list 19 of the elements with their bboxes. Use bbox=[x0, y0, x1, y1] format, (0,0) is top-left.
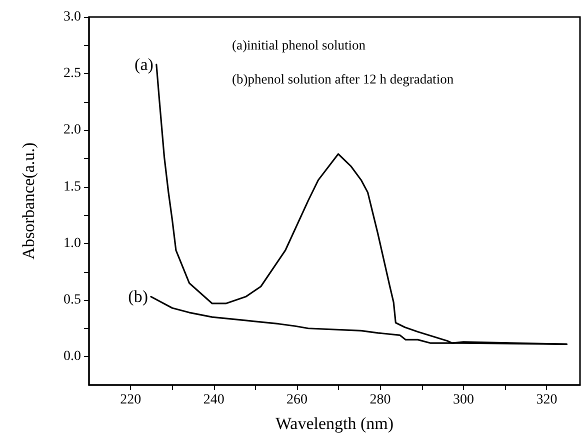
y-tick-label: 0.5 bbox=[64, 292, 81, 308]
y-tick-label: 1.5 bbox=[64, 179, 81, 194]
x-tick-label: 320 bbox=[536, 392, 558, 408]
annotation: (b) bbox=[128, 287, 148, 306]
y-tick-label: 0.0 bbox=[64, 349, 81, 364]
y-axis-title: Absorbance(a.u.) bbox=[19, 142, 38, 260]
x-tick-label: 240 bbox=[203, 392, 224, 408]
annotation: (b)phenol solution after 12 h degradation bbox=[232, 72, 454, 86]
y-tick-label: 1.0 bbox=[64, 236, 81, 251]
x-tick-label: 220 bbox=[120, 392, 142, 408]
annotation: (a) bbox=[134, 55, 154, 74]
annotation: (a)initial phenol solution bbox=[232, 38, 366, 52]
y-tick-label: 2.5 bbox=[64, 66, 81, 82]
x-tick-label: 280 bbox=[370, 392, 391, 408]
y-tick-label: 3.0 bbox=[64, 10, 81, 24]
x-tick-label: 260 bbox=[286, 392, 308, 408]
x-tick-label: 300 bbox=[452, 392, 474, 408]
y-tick-label: 2.0 bbox=[64, 122, 81, 138]
x-axis-title: Wavelength (nm) bbox=[275, 414, 394, 433]
